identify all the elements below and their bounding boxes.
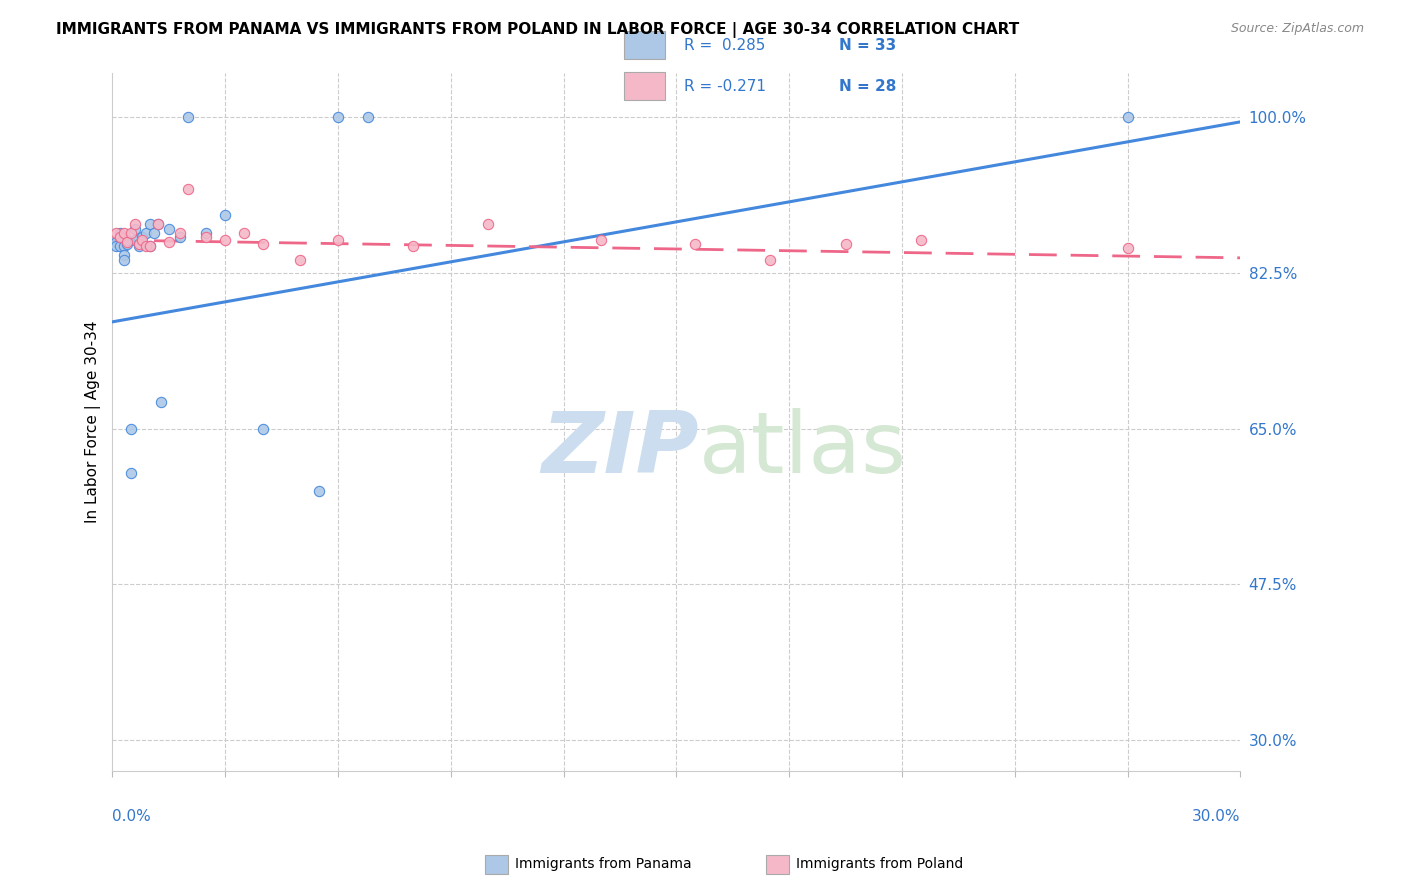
- Bar: [624, 31, 665, 59]
- Point: [108, 230, 131, 244]
- Point: [195, 230, 218, 244]
- Point: [759, 252, 782, 267]
- Text: Immigrants from Panama: Immigrants from Panama: [515, 857, 692, 871]
- Point: [308, 483, 330, 498]
- Point: [139, 239, 162, 253]
- Text: N = 28: N = 28: [839, 78, 897, 94]
- Point: [128, 236, 150, 251]
- Point: [131, 230, 153, 244]
- Point: [128, 239, 150, 253]
- Bar: [624, 72, 665, 100]
- Point: [112, 252, 135, 267]
- Point: [108, 230, 131, 244]
- Text: N = 33: N = 33: [839, 37, 897, 53]
- Point: [135, 239, 157, 253]
- Point: [157, 235, 180, 249]
- Text: IMMIGRANTS FROM PANAMA VS IMMIGRANTS FROM POLAND IN LABOR FORCE | AGE 30-34 CORR: IMMIGRANTS FROM PANAMA VS IMMIGRANTS FRO…: [56, 22, 1019, 38]
- Point: [176, 111, 198, 125]
- Y-axis label: In Labor Force | Age 30-34: In Labor Force | Age 30-34: [86, 320, 101, 523]
- Point: [169, 230, 191, 244]
- Point: [139, 217, 162, 231]
- Text: ZIP: ZIP: [541, 409, 699, 491]
- Point: [1116, 111, 1139, 125]
- Point: [146, 217, 169, 231]
- Point: [117, 235, 139, 249]
- Point: [124, 233, 146, 247]
- Text: Source: ZipAtlas.com: Source: ZipAtlas.com: [1230, 22, 1364, 36]
- Point: [214, 233, 236, 247]
- Point: [112, 248, 135, 262]
- Point: [135, 226, 157, 240]
- Point: [108, 226, 131, 240]
- Point: [326, 233, 349, 247]
- Point: [112, 226, 135, 240]
- Point: [683, 236, 706, 251]
- Point: [402, 239, 425, 253]
- Point: [357, 111, 380, 125]
- Point: [233, 226, 256, 240]
- Point: [910, 233, 932, 247]
- Point: [157, 221, 180, 235]
- Point: [290, 252, 312, 267]
- Point: [591, 233, 613, 247]
- Point: [214, 208, 236, 222]
- Point: [108, 239, 131, 253]
- Point: [477, 217, 499, 231]
- Point: [834, 236, 856, 251]
- Point: [195, 226, 218, 240]
- Point: [120, 226, 142, 240]
- Point: [176, 181, 198, 195]
- Point: [128, 236, 150, 251]
- Point: [124, 217, 146, 231]
- Text: R = -0.271: R = -0.271: [685, 78, 766, 94]
- Point: [169, 226, 191, 240]
- Point: [117, 236, 139, 251]
- Point: [150, 394, 173, 409]
- Point: [105, 235, 128, 249]
- Point: [146, 217, 169, 231]
- Text: atlas: atlas: [699, 409, 907, 491]
- Point: [326, 111, 349, 125]
- Point: [252, 236, 274, 251]
- Point: [120, 466, 142, 480]
- Point: [105, 239, 128, 253]
- Text: 0.0%: 0.0%: [112, 809, 152, 824]
- Point: [105, 226, 128, 240]
- Text: R =  0.285: R = 0.285: [685, 37, 766, 53]
- Point: [139, 239, 162, 253]
- Point: [117, 233, 139, 247]
- Point: [252, 421, 274, 435]
- Point: [142, 226, 165, 240]
- Text: Immigrants from Poland: Immigrants from Poland: [796, 857, 963, 871]
- Point: [120, 421, 142, 435]
- Point: [131, 233, 153, 247]
- Text: 30.0%: 30.0%: [1192, 809, 1240, 824]
- Point: [124, 221, 146, 235]
- Point: [1116, 241, 1139, 255]
- Point: [112, 239, 135, 253]
